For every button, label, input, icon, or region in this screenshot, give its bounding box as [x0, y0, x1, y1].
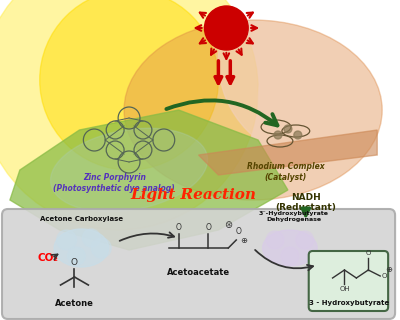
Circle shape: [258, 20, 400, 180]
Text: O: O: [381, 273, 386, 279]
Text: OH: OH: [339, 286, 350, 292]
Text: Rhodium Complex
(Catalyst): Rhodium Complex (Catalyst): [247, 162, 325, 182]
Text: O: O: [176, 223, 182, 232]
Text: ⊕: ⊕: [241, 236, 248, 244]
Text: Zinc Porphyrin
(Photosynthetic dye analog): Zinc Porphyrin (Photosynthetic dye analo…: [53, 173, 175, 193]
Circle shape: [266, 231, 284, 249]
Text: Acetoacetate: Acetoacetate: [167, 268, 230, 277]
Text: Light Reaction: Light Reaction: [130, 188, 256, 202]
Circle shape: [218, 0, 400, 160]
Text: 3⁻-Hydroxybutyrate
Dehydrogenase: 3⁻-Hydroxybutyrate Dehydrogenase: [259, 211, 329, 222]
Circle shape: [0, 0, 258, 230]
Text: O: O: [206, 223, 212, 232]
Text: O: O: [71, 258, 78, 267]
Text: O: O: [235, 227, 241, 236]
Ellipse shape: [54, 229, 109, 267]
Ellipse shape: [50, 128, 208, 212]
Text: Acetone: Acetone: [55, 300, 94, 308]
Text: O: O: [366, 250, 371, 256]
Circle shape: [56, 230, 76, 250]
Text: CO₂: CO₂: [38, 253, 58, 263]
Text: NADH
(Reductant): NADH (Reductant): [275, 193, 336, 212]
Circle shape: [274, 131, 282, 139]
Circle shape: [281, 247, 299, 265]
Circle shape: [204, 6, 248, 50]
Ellipse shape: [124, 20, 382, 200]
Text: Acetone Carboxylase: Acetone Carboxylase: [40, 216, 123, 222]
Polygon shape: [198, 130, 377, 175]
Polygon shape: [10, 110, 288, 250]
Circle shape: [296, 231, 314, 249]
Text: ⊛: ⊛: [224, 220, 232, 230]
Text: ⊕: ⊕: [386, 266, 393, 275]
Ellipse shape: [262, 230, 317, 266]
Circle shape: [68, 247, 85, 265]
Circle shape: [82, 229, 100, 247]
Text: 3 - Hydroxybutyrate: 3 - Hydroxybutyrate: [309, 300, 390, 306]
FancyBboxPatch shape: [309, 251, 388, 311]
Circle shape: [91, 238, 111, 258]
Circle shape: [284, 125, 292, 133]
FancyBboxPatch shape: [2, 209, 395, 319]
Circle shape: [294, 131, 302, 139]
Circle shape: [40, 0, 218, 170]
